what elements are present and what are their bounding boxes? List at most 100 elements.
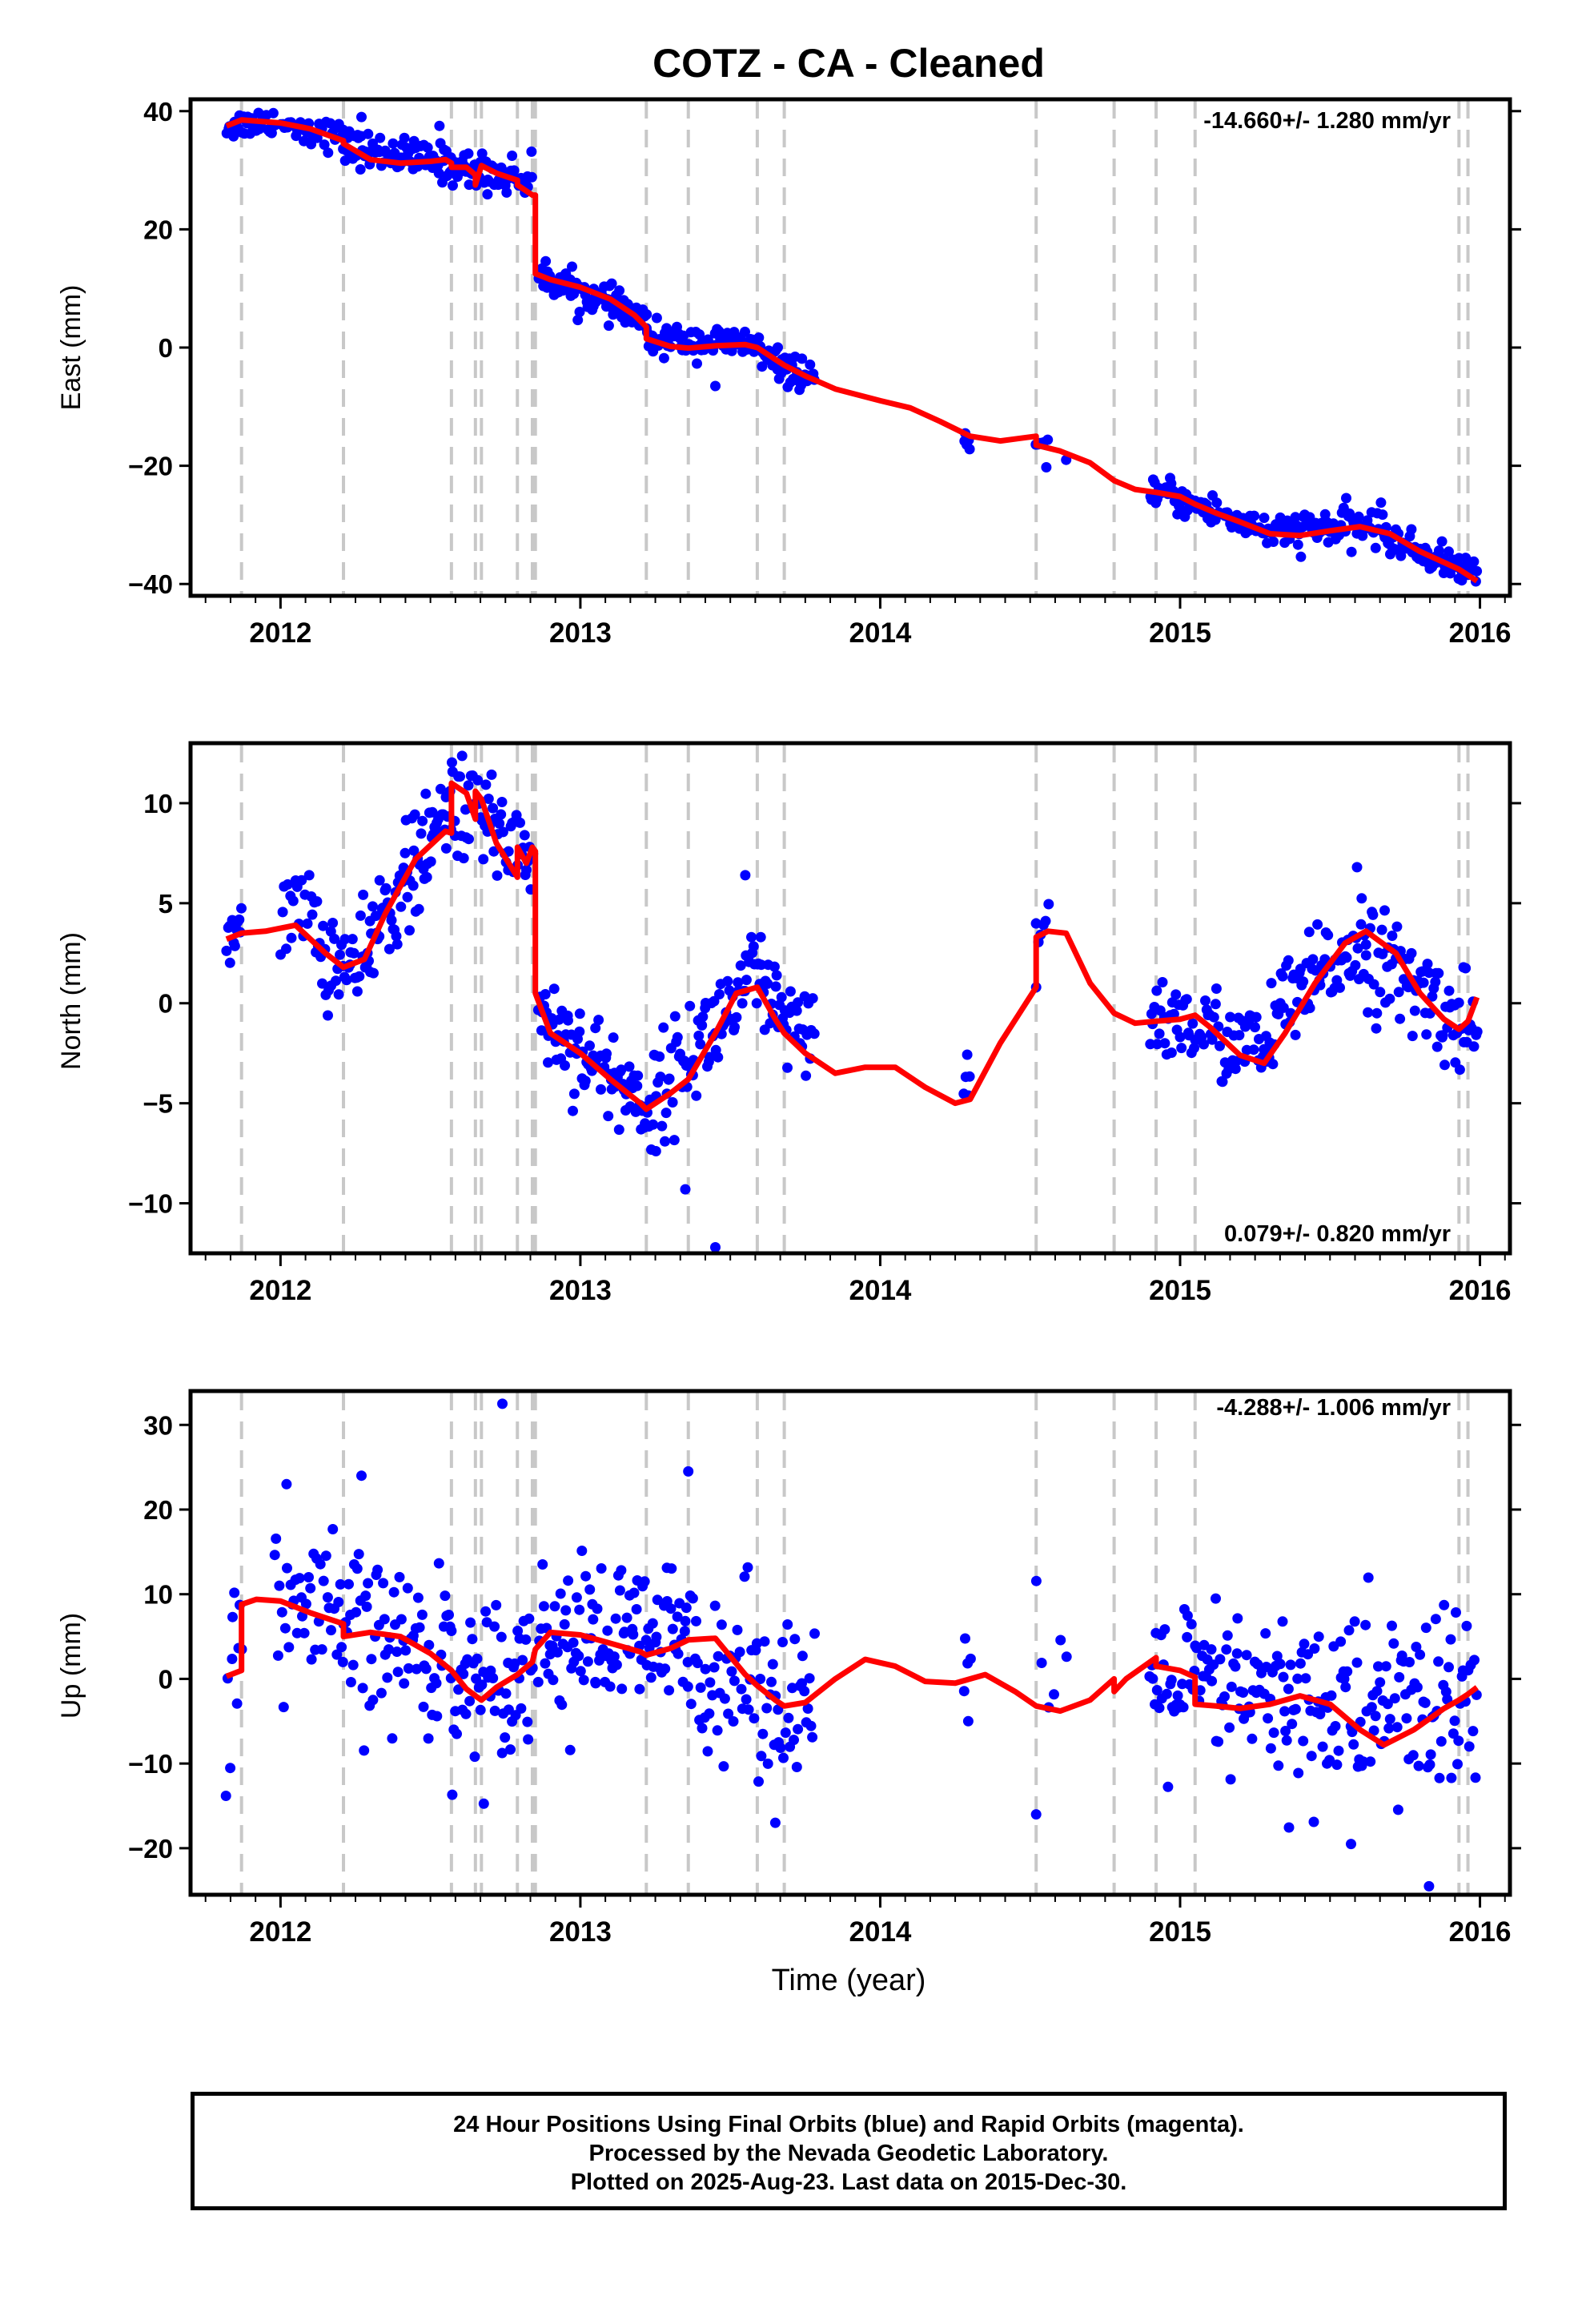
- north-data-point: [478, 854, 489, 865]
- up-data-point: [1443, 1662, 1454, 1673]
- up-data-point: [667, 1623, 678, 1634]
- up-data-point: [787, 1683, 797, 1694]
- up-data-point: [272, 1650, 283, 1661]
- up-data-point: [1342, 1666, 1353, 1677]
- north-data-point: [374, 875, 385, 886]
- north-data-point: [1290, 1029, 1301, 1040]
- up-data-point: [1226, 1681, 1237, 1692]
- north-data-point: [540, 989, 551, 999]
- north-data-point: [654, 1051, 665, 1062]
- up-x-tick-label: 2015: [1149, 1916, 1211, 1948]
- north-data-point: [354, 971, 365, 982]
- up-data-point: [611, 1659, 622, 1671]
- north-data-point: [420, 788, 432, 799]
- up-data-point: [351, 1606, 362, 1618]
- footer-line-3: Plotted on 2025-Aug-23. Last data on 201…: [570, 2169, 1127, 2195]
- east-data-point: [567, 261, 577, 272]
- up-data-point: [723, 1708, 734, 1719]
- up-data-point: [736, 1683, 747, 1695]
- up-data-point: [1375, 1677, 1386, 1688]
- up-data-point: [1413, 1760, 1424, 1771]
- up-data-point: [1213, 1736, 1224, 1747]
- north-data-point: [1307, 954, 1319, 965]
- east-data-point: [356, 111, 367, 123]
- north-data-point: [809, 1028, 820, 1039]
- up-data-point: [316, 1644, 327, 1655]
- up-data-point: [1309, 1643, 1320, 1654]
- up-data-point: [555, 1588, 566, 1599]
- up-data-point: [1211, 1593, 1221, 1604]
- east-data-point: [363, 128, 374, 139]
- north-data-point: [496, 797, 508, 807]
- up-data-point: [639, 1576, 650, 1587]
- up-data-point: [700, 1663, 711, 1675]
- north-data-point: [221, 945, 232, 956]
- up-data-point: [1391, 1722, 1403, 1733]
- up-data-point: [1368, 1725, 1379, 1736]
- up-data-point: [416, 1609, 428, 1620]
- north-y-tick-label: −5: [143, 1089, 173, 1119]
- up-data-point: [387, 1733, 398, 1744]
- east-x-tick-label: 2015: [1149, 617, 1211, 649]
- up-data-point: [681, 1602, 692, 1614]
- east-data-point: [355, 164, 366, 175]
- up-data-point: [335, 1578, 346, 1590]
- up-data-point: [580, 1570, 592, 1582]
- east-data-point: [1468, 556, 1480, 567]
- north-data-point: [560, 1060, 570, 1071]
- up-data-point: [1434, 1772, 1445, 1783]
- east-y-tick-label: 0: [159, 333, 173, 363]
- up-data-point: [1230, 1661, 1241, 1672]
- up-data-point: [568, 1637, 579, 1648]
- up-data-point: [431, 1678, 442, 1689]
- up-data-point: [400, 1645, 412, 1656]
- up-data-point: [1315, 1709, 1326, 1719]
- up-y-tick-label: 0: [159, 1664, 173, 1694]
- up-data-point: [616, 1683, 628, 1695]
- up-data-point: [1423, 1880, 1435, 1892]
- up-data-point: [697, 1723, 708, 1734]
- east-data-point: [1406, 524, 1417, 535]
- up-data-point: [299, 1627, 310, 1638]
- up-data-point: [1292, 1673, 1303, 1684]
- up-data-point: [496, 1631, 507, 1642]
- up-data-point: [1348, 1739, 1359, 1750]
- up-data-point: [1215, 1654, 1226, 1665]
- north-data-point: [782, 1062, 793, 1073]
- up-data-point: [453, 1684, 464, 1695]
- north-data-point: [1375, 987, 1386, 998]
- up-data-point: [1447, 1728, 1459, 1739]
- up-data-point: [1430, 1614, 1441, 1625]
- up-data-point: [345, 1677, 356, 1687]
- north-data-point: [400, 847, 411, 858]
- up-data-point: [523, 1734, 534, 1745]
- north-data-point: [776, 991, 787, 1003]
- east-y-tick-label: −20: [128, 452, 173, 481]
- up-data-point: [1365, 1756, 1376, 1767]
- north-data-point: [496, 809, 507, 820]
- north-data-point: [435, 783, 446, 794]
- up-data-point: [799, 1686, 810, 1697]
- up-data-point: [331, 1649, 343, 1660]
- east-data-point: [501, 187, 512, 198]
- north-data-point: [1174, 1031, 1186, 1043]
- north-data-point: [1367, 909, 1379, 920]
- north-data-point: [735, 960, 746, 971]
- up-data-point: [769, 1817, 781, 1828]
- east-data-point: [482, 189, 493, 200]
- north-data-point: [1376, 924, 1387, 935]
- north-axis-label: North (mm): [56, 932, 86, 1070]
- up-data-point: [1182, 1610, 1193, 1621]
- up-panel: −20 −10 0 10 20 30 2012 2013 2014 2015 2016 Up (mm…: [56, 1389, 1521, 1948]
- north-data-point: [1181, 994, 1192, 1005]
- east-data-point: [1041, 462, 1052, 472]
- north-data-point: [680, 1184, 691, 1195]
- east-data-point: [476, 148, 488, 159]
- north-data-point: [616, 1064, 627, 1076]
- up-data-point: [392, 1667, 404, 1678]
- up-data-point: [571, 1592, 582, 1603]
- north-data-point: [1234, 1030, 1245, 1041]
- up-data-point: [628, 1629, 639, 1640]
- east-data-point: [311, 132, 323, 143]
- north-data-point: [1355, 919, 1367, 930]
